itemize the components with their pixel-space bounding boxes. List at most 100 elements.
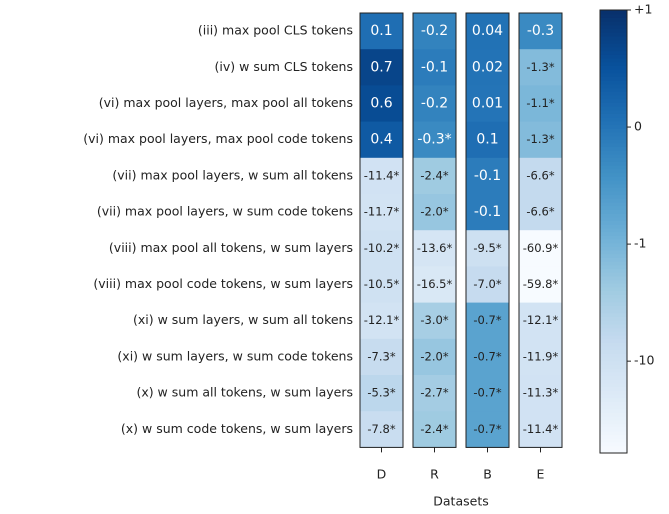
colorbar-segment bbox=[600, 334, 627, 340]
cell-label: -16.5* bbox=[417, 277, 453, 291]
cell-label: -2.0* bbox=[420, 349, 448, 363]
cell-label: -59.8* bbox=[523, 277, 559, 291]
colorbar-segment bbox=[600, 102, 627, 107]
colorbar-segment bbox=[600, 427, 627, 432]
colorbar-segment bbox=[600, 187, 627, 192]
heatmap-cell bbox=[360, 13, 403, 50]
colorbar-segment bbox=[600, 10, 627, 15]
colorbar-segment bbox=[600, 157, 627, 162]
heatmap-cell bbox=[466, 194, 509, 231]
cell-label: -13.6* bbox=[417, 241, 453, 255]
cell-label: -12.1* bbox=[364, 313, 400, 327]
heatmap-cell bbox=[413, 375, 456, 412]
colorbar-segment bbox=[600, 294, 627, 299]
cell-label: -0.1 bbox=[421, 59, 448, 75]
cell-label: -0.3* bbox=[417, 132, 451, 148]
colorbar-segment bbox=[600, 323, 627, 329]
colorbar-segment bbox=[600, 238, 627, 244]
colorbar-segment bbox=[600, 349, 627, 354]
cell-label: -0.7* bbox=[473, 386, 501, 400]
cell-label: -2.4* bbox=[420, 422, 448, 436]
colorbar-segment bbox=[600, 43, 627, 48]
colorbar-segment bbox=[600, 283, 627, 288]
cell-label: -2.4* bbox=[420, 168, 448, 182]
cell-label: -11.7* bbox=[364, 205, 400, 219]
cell-label: -60.9* bbox=[523, 241, 559, 255]
row-label: (vi) max pool layers, max pool code toke… bbox=[83, 131, 353, 146]
heatmap-cell bbox=[466, 49, 509, 86]
colorbar-frame bbox=[599, 9, 628, 454]
colorbar-segment bbox=[600, 35, 627, 41]
colorbar-segment bbox=[600, 109, 627, 114]
colorbar-segment bbox=[600, 327, 627, 332]
cell-label: -7.8* bbox=[367, 422, 395, 436]
colorbar-segment bbox=[600, 161, 627, 166]
row-label: (viii) max pool code tokens, w sum layer… bbox=[93, 276, 353, 291]
heatmap-cell bbox=[360, 157, 403, 195]
cell-label: 0.02 bbox=[472, 59, 503, 75]
colorbar-segment bbox=[600, 368, 627, 373]
colorbar-segment bbox=[600, 135, 627, 140]
colorbar-segment bbox=[600, 342, 627, 347]
colorbar-segment bbox=[600, 393, 627, 399]
row-label: (iii) max pool CLS tokens bbox=[198, 23, 353, 38]
colorbar-segment bbox=[600, 286, 627, 292]
heatmap-cell bbox=[519, 302, 562, 340]
heatmap-cell bbox=[519, 375, 562, 412]
colorbar-segment bbox=[600, 146, 627, 151]
colorbar-segment bbox=[600, 441, 627, 447]
colorbar-segment bbox=[600, 179, 627, 185]
cell-label: -11.9* bbox=[523, 349, 559, 363]
cell-label: -1.3* bbox=[526, 60, 554, 74]
heatmap-cell bbox=[519, 194, 562, 231]
colorbar-segment bbox=[600, 272, 627, 277]
colorbar-tick-label: -1 bbox=[634, 236, 646, 251]
cell-label: -0.7* bbox=[473, 422, 501, 436]
heatmap-cell bbox=[519, 338, 562, 376]
colorbar-segment bbox=[600, 50, 627, 55]
colorbar-segment bbox=[600, 13, 627, 18]
colorbar-segment bbox=[600, 128, 627, 133]
colorbar-segment bbox=[600, 176, 627, 181]
colorbar-segment bbox=[600, 80, 627, 85]
heatmap-cell bbox=[360, 49, 403, 86]
colorbar-segment bbox=[600, 264, 627, 270]
colorbar-segment bbox=[600, 242, 627, 247]
colorbar-segment bbox=[600, 117, 627, 122]
heatmap-cell bbox=[413, 157, 456, 195]
x-tick-label: B bbox=[483, 467, 492, 482]
heatmap-cell bbox=[360, 266, 403, 304]
colorbar-segment bbox=[600, 268, 627, 273]
heatmap-cell bbox=[413, 49, 456, 86]
heatmap-cell bbox=[519, 49, 562, 86]
cell-label: -12.1* bbox=[523, 313, 559, 327]
heatmap-cell bbox=[466, 411, 509, 448]
colorbar-segment bbox=[600, 331, 627, 336]
colorbar-segment bbox=[600, 246, 627, 251]
row-label: (x) w sum code tokens, w sum layers bbox=[121, 421, 353, 436]
colorbar-segment bbox=[600, 257, 627, 262]
colorbar-segment bbox=[600, 412, 627, 417]
cell-label: -0.2 bbox=[421, 96, 448, 112]
heatmap-cell bbox=[360, 121, 403, 159]
colorbar-segment bbox=[600, 94, 627, 100]
colorbar-segment bbox=[600, 360, 627, 365]
colorbar-segment bbox=[600, 72, 627, 78]
cell-label: -0.7* bbox=[473, 349, 501, 363]
heatmap-cell bbox=[466, 302, 509, 340]
cell-label: -2.0* bbox=[420, 205, 448, 219]
colorbar-segment bbox=[600, 253, 627, 258]
cell-label: 0.1 bbox=[476, 132, 498, 148]
colorbar-segment bbox=[600, 305, 627, 310]
heatmap-cell bbox=[360, 338, 403, 376]
heatmap-cell bbox=[413, 411, 456, 448]
colorbar-segment bbox=[600, 430, 627, 436]
heatmap-cell bbox=[466, 230, 509, 267]
heatmap-cell bbox=[360, 375, 403, 412]
cell-label: 0.01 bbox=[472, 96, 503, 112]
colorbar-tick-label: +1 bbox=[634, 2, 652, 17]
heatmap-cell bbox=[466, 85, 509, 123]
colorbar-segment bbox=[600, 397, 627, 402]
colorbar-segment bbox=[600, 87, 627, 92]
heatmap-cell bbox=[519, 13, 562, 50]
